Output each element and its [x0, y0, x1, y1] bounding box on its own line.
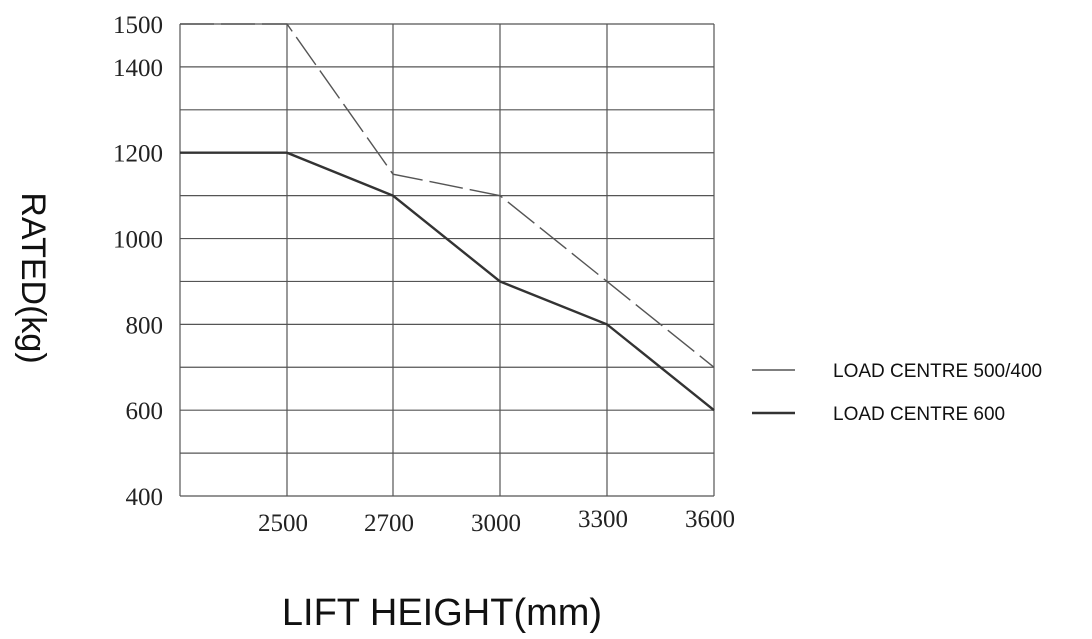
- series-lines: [179, 23, 715, 412]
- legend: LOAD CENTRE 500/400 LOAD CENTRE 600: [752, 361, 1042, 425]
- series-line-1: [180, 23, 715, 368]
- x-tick-label: 2500: [258, 510, 308, 537]
- series-line-2: [180, 151, 715, 412]
- x-tick-label: 3300: [578, 506, 628, 533]
- y-tick-label: 1400: [113, 55, 163, 82]
- x-tick-labels: 2500 2700 3000 3300 3600: [258, 506, 735, 537]
- y-tick-label: 1200: [113, 141, 163, 168]
- x-tick-label: 2700: [364, 510, 414, 537]
- y-tick-label: 600: [126, 398, 164, 425]
- grid: [179, 23, 715, 497]
- y-tick-label: 1500: [113, 12, 163, 39]
- x-axis-title: LIFT HEIGHT(mm): [282, 592, 602, 634]
- y-tick-label: 400: [126, 484, 164, 511]
- y-tick-labels: 400 600 800 1000 1200 1400 1500: [113, 12, 163, 511]
- y-axis-title: RATED(kg): [14, 192, 52, 363]
- y-tick-label: 800: [126, 312, 164, 339]
- legend-label-1: LOAD CENTRE 500/400: [833, 361, 1042, 382]
- legend-label-2: LOAD CENTRE 600: [833, 404, 1005, 425]
- y-tick-label: 1000: [113, 227, 163, 254]
- x-tick-label: 3000: [471, 510, 521, 537]
- x-tick-label: 3600: [685, 506, 735, 533]
